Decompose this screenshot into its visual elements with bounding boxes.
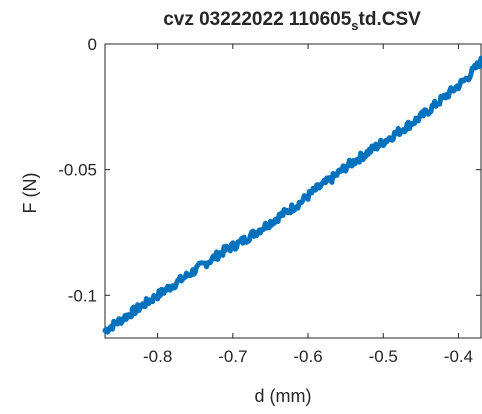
chart-title-suffix: td.CSV — [359, 9, 422, 30]
x-tick-label: -0.4 — [444, 347, 473, 366]
x-axis-label: d (mm) — [255, 386, 312, 406]
y-tick-label: 0 — [88, 35, 97, 54]
x-axis-ticks: -0.8 -0.7 -0.6 -0.5 -0.4 — [143, 44, 473, 366]
y-tick-label: -0.05 — [58, 161, 97, 180]
chart-title: cvz 03222022 110605std.CSV — [163, 9, 421, 33]
x-tick-label: -0.8 — [143, 347, 172, 366]
chart-title-subscript: s — [351, 18, 358, 33]
y-axis-ticks: 0 -0.05 -0.1 — [58, 35, 481, 305]
plot-area — [102, 43, 482, 339]
data-series-line — [102, 55, 482, 335]
y-tick-label: -0.1 — [68, 286, 97, 305]
y-axis-label: F (N) — [20, 173, 40, 214]
chart-title-main: cvz 03222022 110605 — [163, 9, 352, 30]
x-tick-label: -0.5 — [369, 347, 398, 366]
x-tick-label: -0.6 — [293, 347, 322, 366]
x-tick-label: -0.7 — [218, 347, 247, 366]
